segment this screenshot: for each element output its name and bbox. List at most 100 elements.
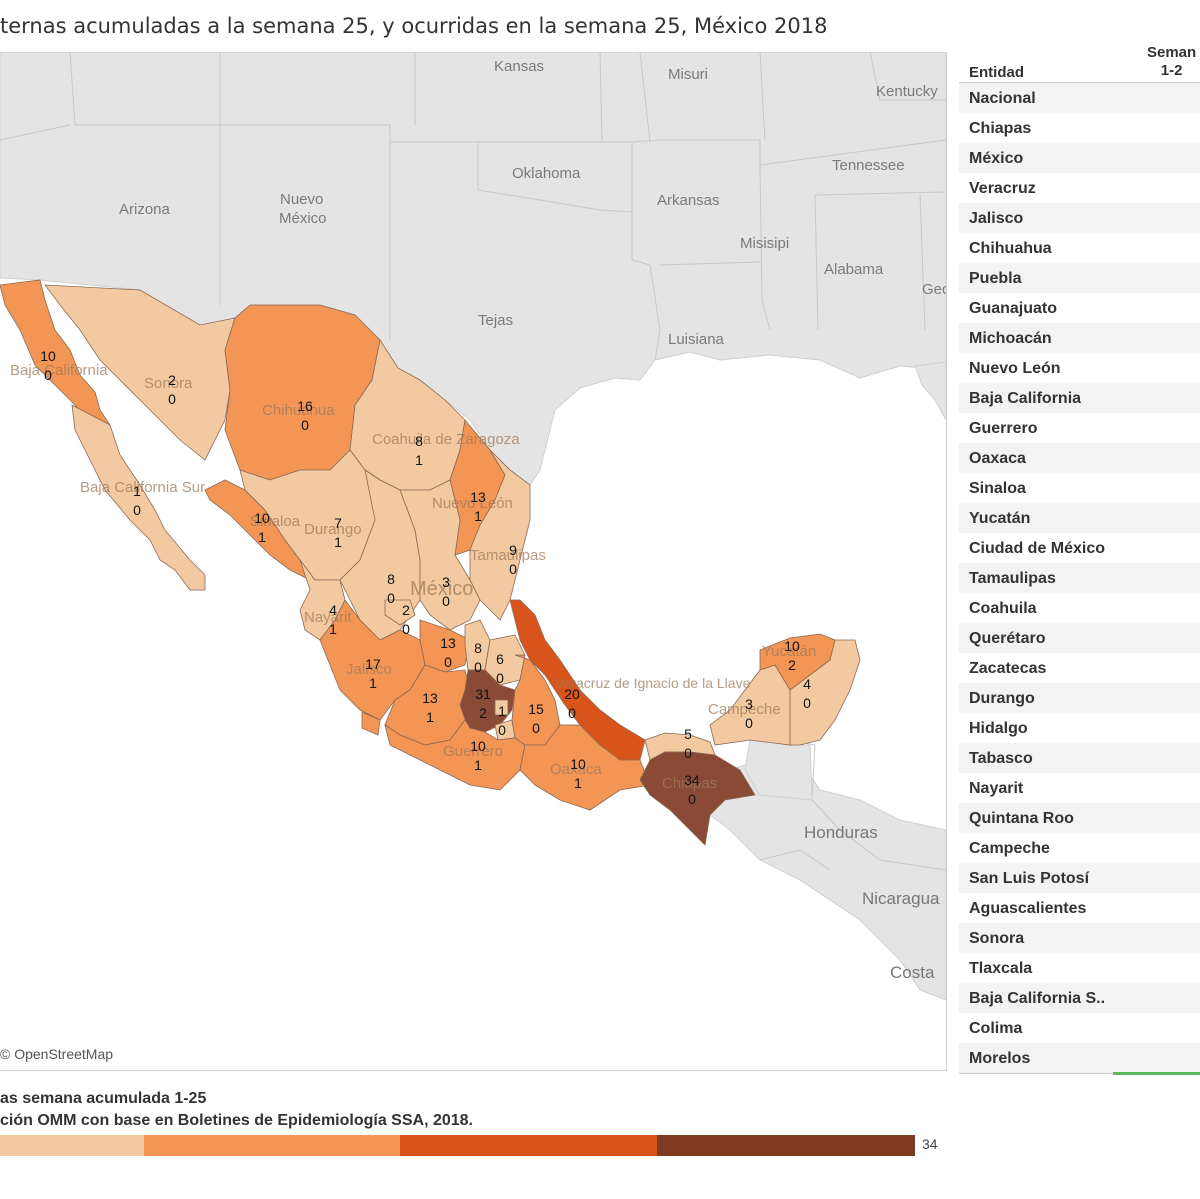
map-view[interactable]: Kansas Misuri Kentucky Oklahoma Tennesse… [0,52,947,1071]
map-credit[interactable]: © OpenStreetMap [0,1046,114,1062]
row-entidad: Baja California S.. [969,990,1106,1007]
row-entidad: Guerrero [969,420,1038,437]
row-entidad: Nayarit [969,780,1024,797]
table-header: Entidad Seman 1-2 [959,44,1200,83]
table-row[interactable]: Chiapas 3 [959,113,1200,143]
row-entidad: Ciudad de México [969,540,1106,557]
table-row[interactable]: Oaxaca 1 [959,443,1200,473]
table-row[interactable]: Michoacán 1 [959,323,1200,353]
row-entidad: Sonora [969,930,1025,947]
sem-yucatan: 2 [788,657,796,673]
table-row[interactable]: San Luis Potosí [959,863,1200,893]
table-row[interactable]: Nacional 30 [959,83,1200,113]
state-colima[interactable] [361,711,381,736]
table-row[interactable]: México 3 [959,143,1200,173]
table-row[interactable]: Nuevo León 1 [959,353,1200,383]
row-entidad: Michoacán [969,330,1052,347]
label-tennessee: Tennessee [832,157,905,174]
acum-oaxaca: 10 [570,756,586,772]
acum-coahuila: 8 [415,433,423,449]
header-semana-label: Seman [1147,44,1197,61]
table-row[interactable]: Durango [959,683,1200,713]
header-entidad[interactable]: Entidad [969,64,1024,81]
table-row[interactable]: Nayarit [959,773,1200,803]
table-row[interactable]: Tlaxcala [959,953,1200,983]
table-row[interactable]: Aguascalientes [959,893,1200,923]
state-san-luis-potosi[interactable] [399,479,481,631]
sem-oaxaca: 1 [574,775,582,791]
acum-jalisco: 17 [365,656,381,672]
map-canvas[interactable]: Kansas Misuri Kentucky Oklahoma Tennesse… [0,52,946,1070]
row-entidad: Baja California [969,390,1082,407]
acum-campeche: 3 [745,696,753,712]
acum-aguascalientes: 2 [402,602,410,618]
table-row[interactable]: Morelos [959,1043,1200,1073]
legend-color-ramp[interactable] [0,1135,915,1156]
acum-yucatan: 10 [784,638,800,654]
label-state-sonora: Sonora [144,375,193,392]
legend-swatch-1 [0,1135,144,1156]
acum-baja-california-sur: 1 [133,483,141,499]
row-entidad: Nacional [969,90,1036,107]
table-row[interactable]: Querétaro [959,623,1200,653]
row-value: 1 [1168,240,1200,258]
state-chiapas[interactable] [639,751,756,846]
table-row[interactable]: Baja California 1 [959,383,1200,413]
acum-guerrero: 10 [470,738,486,754]
label-state-tamaulipas: Tamaulipas [470,547,546,564]
table-row[interactable]: Jalisco 1 [959,203,1200,233]
state-name-labels: Baja California Sonora Chihuahua Coahuil… [10,362,816,792]
row-entidad: Jalisco [969,210,1024,227]
label-arkansas: Arkansas [657,192,720,209]
row-entidad: Zacatecas [969,660,1047,677]
table-row[interactable]: Baja California S.. [959,983,1200,1013]
table-row[interactable]: Campeche [959,833,1200,863]
row-entidad: Aguascalientes [969,900,1087,917]
state-quintana-roo[interactable] [789,639,861,746]
state-tamaulipas[interactable] [469,449,531,621]
row-entidad: Durango [969,690,1035,707]
table-row[interactable]: Guerrero 1 [959,413,1200,443]
acum-mexico: 31 [475,686,491,702]
label-misuri: Misuri [668,66,708,83]
table-row[interactable]: Sonora [959,923,1200,953]
label-nicaragua: Nicaragua [862,889,940,908]
table-row[interactable]: Puebla 1 [959,263,1200,293]
label-oklahoma: Oklahoma [512,165,581,182]
state-sonora[interactable] [44,284,236,461]
acum-guanajuato: 13 [440,635,456,651]
table-body: Nacional 30 Chiapas 3 México 3 Veracruz 2 Jalisc… [959,83,1200,1073]
table-row[interactable]: Guanajuato 1 [959,293,1200,323]
table-row[interactable]: Colima [959,1013,1200,1043]
state-baja-california-sur[interactable] [71,404,206,591]
table-row[interactable]: Quintana Roo [959,803,1200,833]
state-guanajuato[interactable] [419,619,471,673]
sem-zacatecas: 0 [387,590,395,606]
acum-zacatecas: 8 [387,571,395,587]
header-semana[interactable]: Seman 1-2 [1147,44,1196,80]
row-value: 1 [1168,360,1200,378]
legend-swatch-2 [144,1135,400,1156]
sem-mexico: 2 [479,705,487,721]
acum-sonora: 2 [168,372,176,388]
state-baja-california[interactable] [0,279,111,431]
table-row[interactable]: Zacatecas [959,653,1200,683]
table-row[interactable]: Yucatán 1 [959,503,1200,533]
table-row[interactable]: Hidalgo [959,713,1200,743]
state-guerrero[interactable] [384,719,526,791]
state-aguascalientes[interactable] [384,599,416,626]
label-nuevo-mexico-1: Nuevo [280,191,323,208]
table-row[interactable]: Veracruz 2 [959,173,1200,203]
row-value: 1 [1168,510,1200,528]
sem-durango: 1 [334,534,342,550]
table-selection-indicator [1113,1072,1200,1075]
state-cdmx[interactable] [494,699,509,716]
table-row[interactable]: Sinaloa 1 [959,473,1200,503]
table-row[interactable]: Ciudad de México [959,533,1200,563]
acum-sinaloa: 10 [254,510,270,526]
table-row[interactable]: Chihuahua 1 [959,233,1200,263]
table-row[interactable]: Coahuila [959,593,1200,623]
table-row[interactable]: Tamaulipas [959,563,1200,593]
table-row[interactable]: Tabasco [959,743,1200,773]
row-entidad: Sinaloa [969,480,1026,497]
